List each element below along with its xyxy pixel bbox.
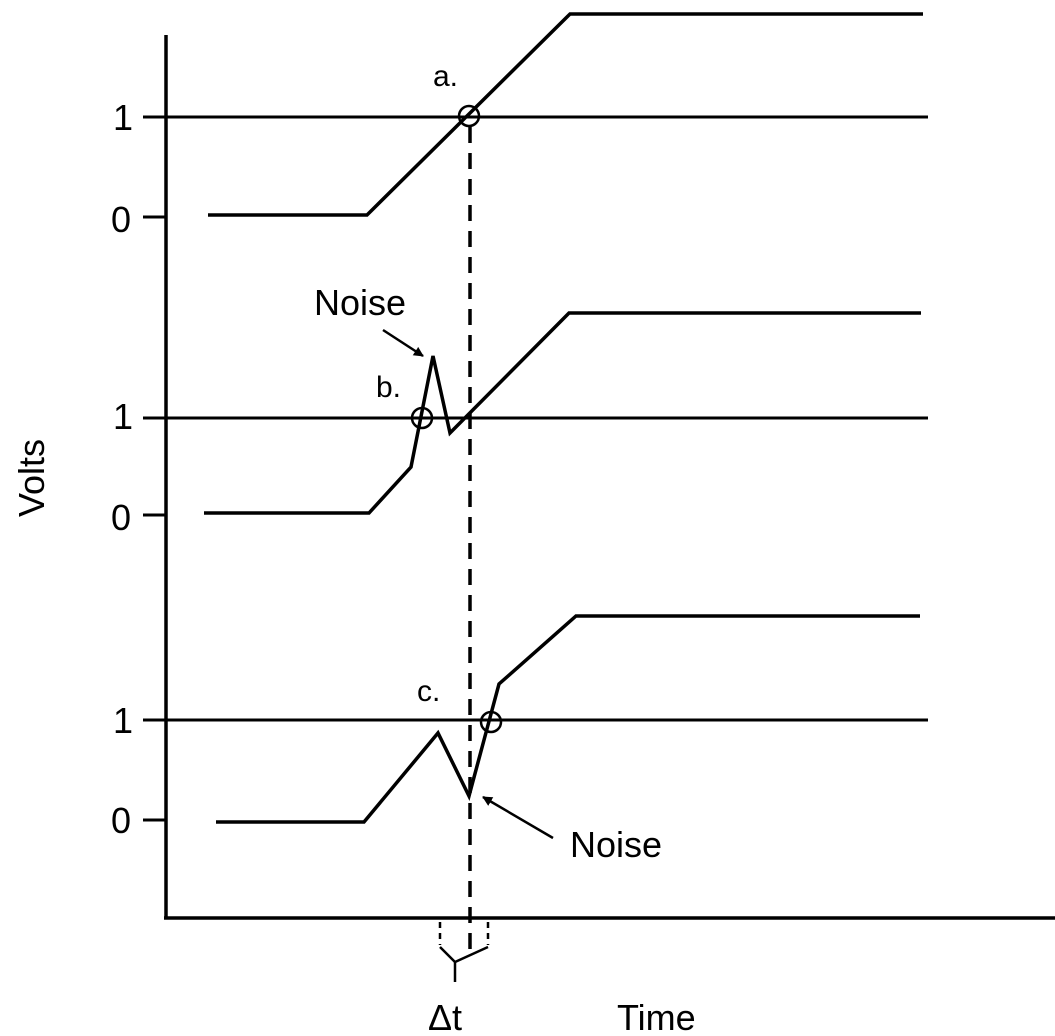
panel-c-noise-arrow bbox=[482, 795, 554, 840]
panel-b-tick-one: 1 bbox=[113, 396, 133, 437]
panel-b-tag: b. bbox=[376, 371, 401, 404]
panel-b-signal-waveform bbox=[204, 311, 921, 515]
panel-a: 1 0 a. bbox=[111, 12, 928, 240]
panel-a-tick-zero: 0 bbox=[111, 199, 131, 240]
x-axis-label: Time bbox=[617, 997, 696, 1036]
panel-c-tick-one: 1 bbox=[113, 700, 133, 741]
panel-b: 1 0 b. Noise bbox=[111, 282, 928, 538]
panel-a-crossing-marker bbox=[457, 104, 481, 128]
panel-c-tag: c. bbox=[417, 675, 440, 708]
panel-b-noise-label: Noise bbox=[314, 282, 406, 323]
delta-t-label: Δt bbox=[428, 997, 462, 1036]
panel-c-noise-label: Noise bbox=[570, 824, 662, 865]
panel-c-crossing-marker bbox=[479, 710, 503, 734]
panel-c: 1 0 c. Noise bbox=[111, 614, 928, 865]
panel-b-noise-arrow bbox=[382, 328, 424, 358]
y-axis-label: Volts bbox=[11, 439, 52, 517]
panel-c-tick-zero: 0 bbox=[111, 800, 131, 841]
panel-b-tick-zero: 0 bbox=[111, 497, 131, 538]
panel-c-signal-waveform bbox=[216, 614, 920, 824]
panel-a-signal-waveform bbox=[208, 12, 923, 217]
panel-b-crossing-marker bbox=[410, 406, 434, 430]
panel-a-tag: a. bbox=[433, 60, 458, 93]
delta-t-bracket bbox=[438, 922, 490, 982]
panel-a-tick-one: 1 bbox=[113, 97, 133, 138]
